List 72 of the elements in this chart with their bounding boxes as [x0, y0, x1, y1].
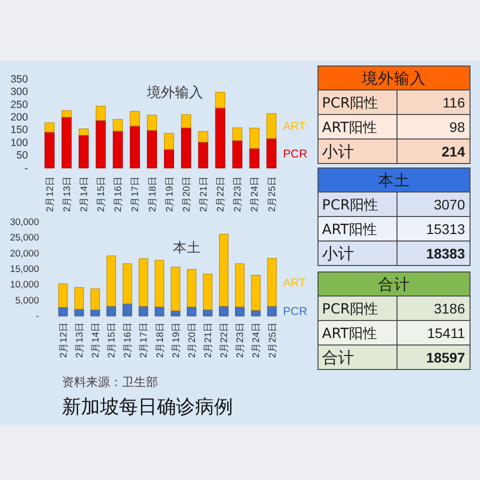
text: 境外输入 [361, 70, 426, 88]
x-tick-label: 2月15日 [96, 176, 108, 212]
x-tick-label: 2月14日 [79, 176, 90, 212]
x-tick-label: 2月18日 [154, 322, 166, 358]
y-tick-label: 300 [10, 86, 28, 98]
y-tick-label: - [36, 311, 39, 322]
x-tick-label: 2月21日 [203, 322, 214, 358]
category-label: 合计 [322, 348, 354, 368]
y-tick-label: 10,000 [10, 280, 39, 291]
data-label: 3186 [434, 300, 466, 316]
y-tick-label: 50 [16, 150, 28, 162]
y-tick-label: 20,000 [10, 248, 39, 260]
data-label: 15313 [426, 220, 466, 237]
x-tick-label: 2月22日 [219, 322, 230, 358]
y-tick-label: 200 [10, 112, 28, 124]
series-label: PCR [283, 148, 308, 160]
data-label: 3070 [434, 196, 466, 212]
text: 本土 [378, 172, 410, 190]
y-tick-label: 5,000 [15, 295, 39, 306]
y-tick-label: 30,000 [10, 217, 39, 228]
x-tick-label: 2月14日 [90, 322, 102, 358]
x-tick-label: 2月23日 [235, 322, 246, 358]
x-tick-label: 2月12日 [44, 176, 56, 212]
x-tick-label: 2月19日 [170, 322, 182, 358]
y-tick-label: 150 [10, 124, 28, 136]
category-label: 小计 [322, 244, 354, 264]
x-tick-label: 2月17日 [130, 176, 142, 212]
category-label: ART阳性 [322, 222, 377, 238]
text: 合计 [378, 276, 410, 294]
y-tick-label: - [24, 162, 28, 174]
data-label: 18597 [426, 349, 466, 366]
x-tick-label: 2月17日 [138, 322, 150, 358]
x-tick-label: 2月24日 [250, 176, 261, 212]
y-tick-label: 350 [10, 73, 28, 86]
series-label: ART [283, 277, 306, 290]
y-tick-label: 100 [10, 136, 28, 149]
x-tick-label: 2月15日 [106, 322, 118, 358]
x-tick-label: 2月24日 [251, 322, 262, 358]
category-label: PCR阳性 [322, 95, 378, 112]
x-tick-label: 2月13日 [62, 176, 73, 212]
x-tick-label: 2月25日 [266, 176, 278, 212]
data-label: 18383 [426, 245, 466, 262]
series-label: PCR [283, 306, 308, 318]
category-label: PCR阳性 [322, 197, 378, 214]
text: 新加坡每日确诊病例 [62, 396, 233, 418]
text: 本土 [173, 240, 201, 256]
y-tick-label: 250 [10, 98, 28, 111]
x-tick-label: 2月18日 [147, 176, 158, 212]
x-tick-label: 2月23日 [232, 176, 244, 212]
chart-title: 境外输入 [146, 85, 203, 101]
x-tick-label: 2月13日 [74, 322, 86, 358]
data-label: 214 [442, 143, 466, 160]
x-tick-label: 2月22日 [216, 176, 227, 212]
x-tick-label: 2月19日 [164, 176, 176, 212]
x-tick-label: 2月12日 [58, 322, 70, 358]
y-tick-label: 15,000 [10, 264, 39, 276]
x-tick-label: 2月20日 [181, 176, 192, 212]
x-tick-label: 2月21日 [198, 176, 210, 212]
x-tick-label: 2月16日 [113, 176, 124, 212]
x-tick-label: 2月25日 [267, 322, 278, 358]
data-label: 116 [442, 94, 466, 110]
data-label: 98 [449, 118, 466, 135]
category-label: ART阳性 [322, 326, 377, 342]
text: 资料来源：卫生部 [62, 375, 158, 389]
category-label: 小计 [322, 142, 354, 162]
category-label: ART阳性 [322, 120, 377, 136]
series-label: ART [283, 121, 306, 134]
data-label: 15411 [427, 324, 466, 341]
y-tick-label: 25,000 [10, 232, 39, 244]
x-tick-label: 2月20日 [186, 322, 198, 358]
x-tick-label: 2月16日 [122, 322, 134, 358]
category-label: PCR阳性 [322, 301, 378, 318]
